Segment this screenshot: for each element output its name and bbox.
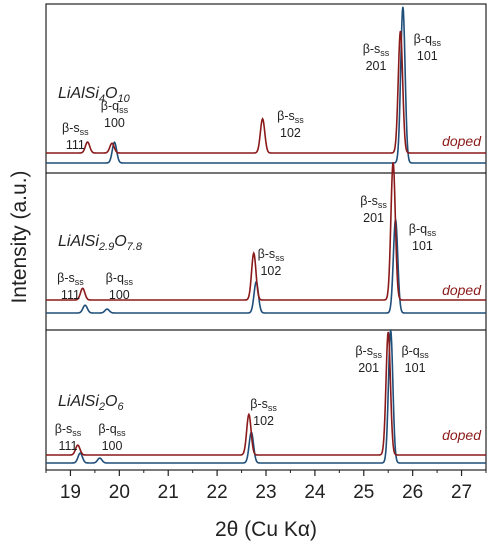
peak-hkl: 201: [363, 211, 384, 225]
peak-hkl: 102: [260, 264, 281, 278]
x-tick-label-22: 22: [207, 482, 228, 503]
peak-hkl: 111: [58, 439, 77, 453]
xrd-traces: [46, 6, 486, 464]
peak-hkl: 100: [102, 439, 123, 453]
trace-undoped-1: [46, 6, 486, 164]
peak-hkl: 100: [104, 116, 125, 130]
x-tick-label-23: 23: [255, 482, 276, 503]
trace-undoped-2: [46, 219, 486, 314]
doped-label-1: doped: [442, 133, 482, 149]
trace-undoped-3: [46, 330, 486, 464]
peak-phase: β-qss: [409, 222, 437, 238]
peak-phase: β-sss: [57, 271, 84, 287]
peak-phase: β-sss: [55, 422, 82, 438]
trace-doped-3: [46, 331, 486, 456]
trace-doped-1: [46, 30, 486, 154]
compound-label-3: LiAlSi2O6: [58, 393, 124, 413]
compound-label-1: LiAlSi4O10: [58, 85, 131, 105]
x-tick-label-19: 19: [60, 482, 81, 503]
peak-hkl: 201: [358, 361, 379, 375]
peak-phase: β-sss: [62, 121, 89, 137]
compound-label-2: LiAlSi2.9O7.8: [58, 233, 143, 253]
peak-phase: β-sss: [363, 42, 390, 58]
x-tick-label-27: 27: [451, 482, 472, 503]
peak-phase: β-sss: [277, 109, 304, 125]
peak-hkl: 101: [405, 361, 426, 375]
x-tick-label-25: 25: [353, 482, 374, 503]
peak-hkl: 101: [417, 49, 438, 63]
peak-hkl: 201: [366, 59, 387, 73]
doped-label-3: doped: [442, 427, 482, 443]
peak-phase: β-qss: [414, 32, 442, 48]
peak-hkl: 101: [412, 239, 433, 253]
peak-phase: β-sss: [250, 397, 277, 413]
peak-phase: β-qss: [106, 271, 134, 287]
x-tick-label-24: 24: [304, 482, 326, 503]
peak-hkl: 100: [109, 288, 130, 302]
x-axis-title: 2θ (Cu Kα): [215, 518, 317, 541]
trace-doped-2: [46, 162, 486, 301]
peak-phase: β-qss: [401, 344, 429, 360]
peak-phase: β-qss: [101, 99, 129, 115]
x-tick-label-21: 21: [158, 482, 179, 503]
doped-label-2: doped: [442, 282, 482, 298]
peak-hkl: 111: [66, 138, 85, 152]
y-axis-title: Intensity (a.u.): [8, 170, 31, 303]
peak-hkl: 102: [280, 126, 301, 140]
peak-hkl: 102: [253, 414, 274, 428]
peak-phase: β-sss: [355, 344, 382, 360]
peak-phase: β-sss: [258, 247, 285, 263]
peak-phase: β-qss: [98, 422, 126, 438]
x-axis-ticks: 19 20 21 22 23 24 25 26 27: [45, 470, 487, 503]
peak-phase: β-sss: [360, 194, 387, 210]
x-tick-label-26: 26: [402, 482, 423, 503]
peak-hkl: 111: [61, 288, 80, 302]
x-tick-label-20: 20: [109, 482, 130, 503]
